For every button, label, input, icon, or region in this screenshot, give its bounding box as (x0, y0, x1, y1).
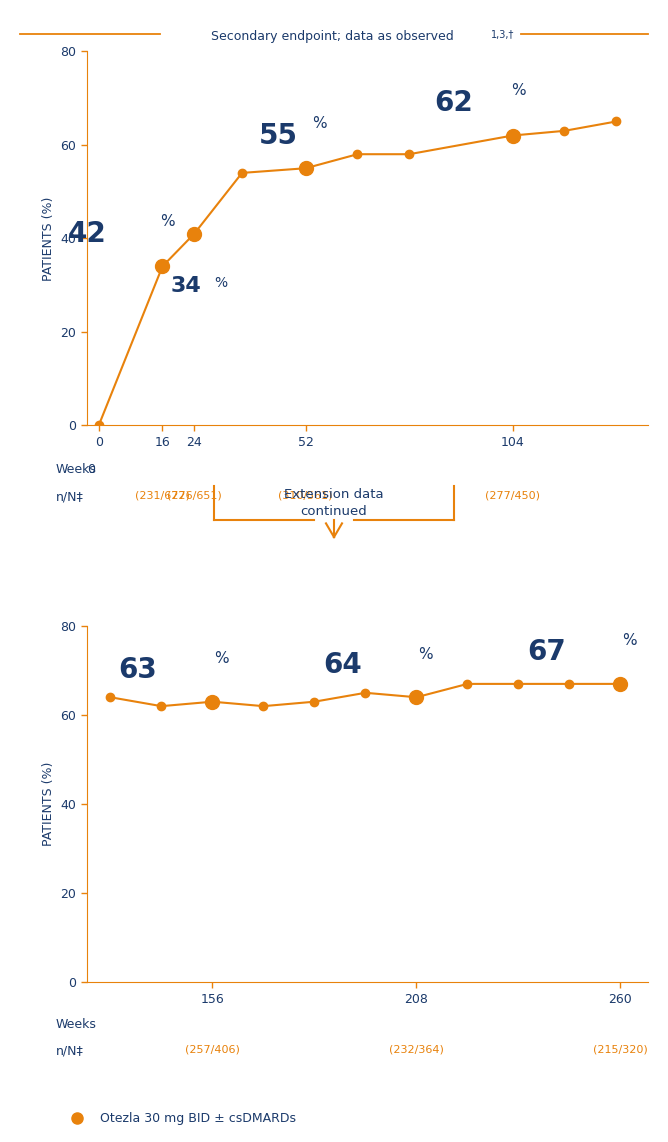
Text: Weeks: Weeks (56, 463, 97, 476)
Text: (215/320): (215/320) (593, 1045, 648, 1054)
Text: 64: 64 (323, 651, 361, 679)
Text: %: % (312, 115, 326, 131)
Text: n/N‡: n/N‡ (56, 1045, 84, 1057)
Text: (276/651): (276/651) (167, 491, 222, 500)
Text: 34: 34 (170, 275, 201, 296)
Text: (257/406): (257/406) (185, 1045, 240, 1054)
Text: (310/561): (310/561) (279, 491, 333, 500)
Text: 42: 42 (68, 219, 107, 248)
Text: n/N‡: n/N‡ (56, 491, 84, 504)
Text: 62: 62 (434, 89, 473, 116)
Text: Secondary endpoint; data as observed: Secondary endpoint; data as observed (210, 30, 458, 42)
Text: Weeks: Weeks (56, 1018, 97, 1031)
Text: %: % (623, 634, 637, 649)
Text: %: % (214, 651, 229, 666)
Text: 63: 63 (119, 656, 158, 684)
Text: %: % (418, 646, 433, 661)
Text: (232/364): (232/364) (389, 1045, 444, 1054)
Text: (277/450): (277/450) (485, 491, 540, 500)
Text: %: % (160, 214, 175, 230)
Text: 1,3,†: 1,3,† (491, 30, 514, 40)
Y-axis label: PATIENTS (%): PATIENTS (%) (42, 762, 55, 846)
Text: (231/672): (231/672) (135, 491, 190, 500)
Text: Extension data
continued: Extension data continued (284, 488, 384, 517)
Text: 67: 67 (527, 638, 566, 666)
Text: %: % (214, 275, 227, 290)
Legend: Otezla 30 mg BID ± csDMARDs: Otezla 30 mg BID ± csDMARDs (59, 1107, 301, 1131)
Text: %: % (510, 83, 525, 98)
Text: 55: 55 (259, 121, 298, 150)
Text: 0: 0 (87, 463, 95, 476)
Y-axis label: PATIENTS (%): PATIENTS (%) (42, 196, 55, 281)
